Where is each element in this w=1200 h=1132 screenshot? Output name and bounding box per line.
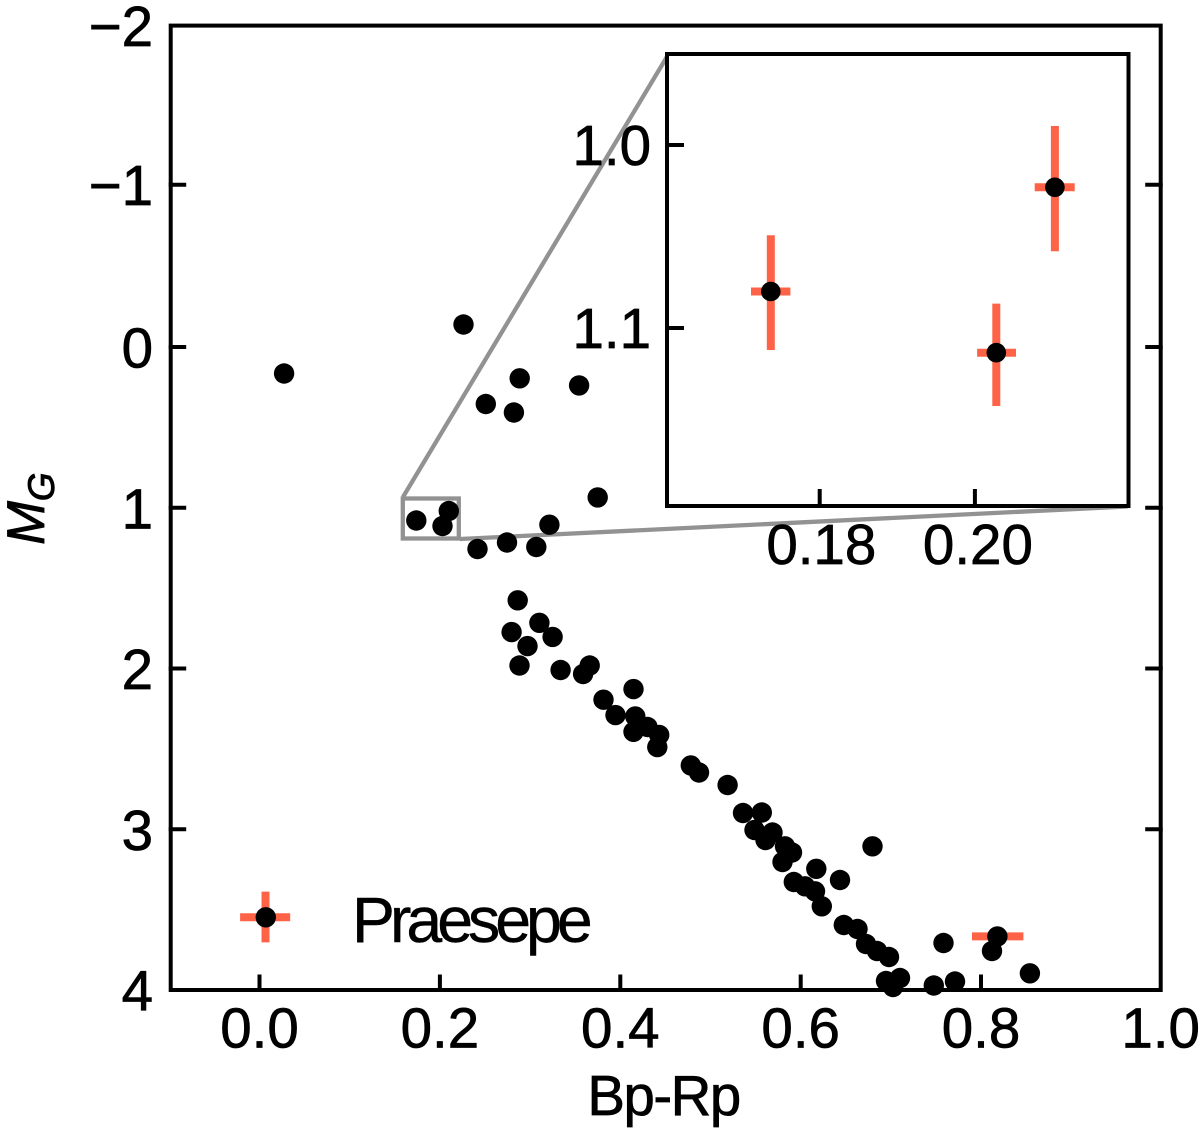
svg-text:0: 0 (122, 317, 153, 380)
svg-text:0.8: 0.8 (942, 997, 1021, 1060)
svg-text:G: G (21, 472, 62, 501)
svg-text:Praesepe: Praesepe (352, 884, 590, 956)
svg-text:1.0: 1.0 (572, 114, 651, 177)
svg-text:3: 3 (122, 799, 153, 862)
svg-text:−2: −2 (89, 0, 153, 58)
svg-text:1.1: 1.1 (572, 297, 651, 360)
svg-text:0.18: 0.18 (766, 513, 876, 576)
svg-text:1.0: 1.0 (1121, 997, 1200, 1060)
svg-text:0.20: 0.20 (923, 513, 1033, 576)
svg-text:0.2: 0.2 (401, 997, 480, 1060)
svg-text:M: M (0, 501, 56, 545)
svg-text:Bp-Rp: Bp-Rp (587, 1064, 739, 1127)
svg-text:−1: −1 (89, 154, 153, 217)
svg-text:2: 2 (122, 638, 153, 701)
svg-text:4: 4 (122, 960, 153, 1023)
svg-text:0.4: 0.4 (581, 997, 660, 1060)
svg-text:0.0: 0.0 (220, 997, 299, 1060)
svg-text:1: 1 (122, 477, 153, 540)
svg-text:0.6: 0.6 (761, 997, 840, 1060)
